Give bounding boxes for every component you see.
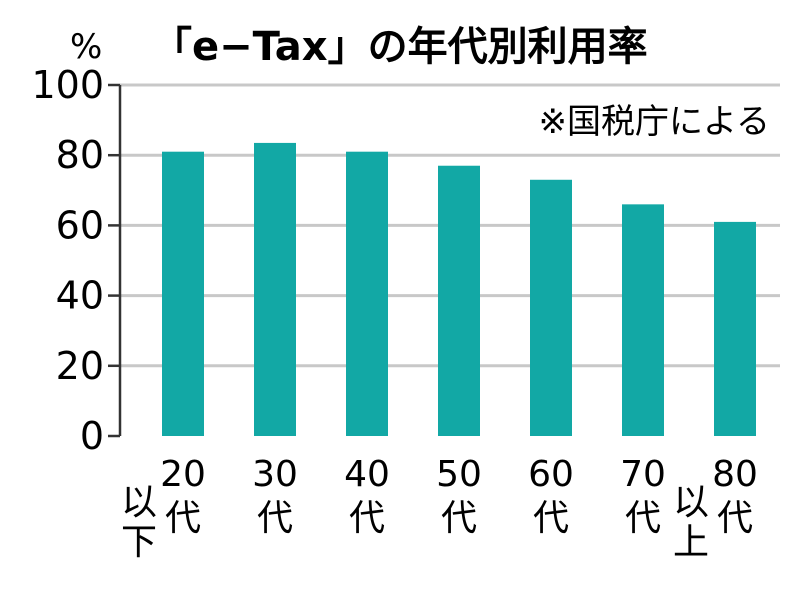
y-axis-unit: %: [70, 27, 102, 67]
x-tick-label: 下: [121, 522, 157, 563]
x-tick-label: 50: [436, 454, 482, 495]
bar: [346, 151, 388, 436]
x-tick-label: 以: [673, 482, 709, 523]
y-tick-label: 100: [31, 63, 104, 107]
x-tick-label: 70: [620, 454, 666, 495]
x-tick-label: 30: [252, 454, 298, 495]
x-tick-label: 40: [344, 454, 390, 495]
x-tick-label: 代: [533, 498, 569, 539]
y-tick-label: 40: [56, 274, 104, 318]
x-tick-label: 代: [625, 498, 661, 539]
x-tick-label: 20: [160, 454, 206, 495]
y-tick-label: 0: [80, 414, 104, 458]
x-tick-label: 上: [673, 522, 709, 563]
bar: [438, 165, 480, 437]
x-tick-label: 代: [165, 498, 201, 539]
bars: [162, 142, 756, 437]
note-background: [470, 95, 780, 145]
bar: [162, 151, 204, 436]
y-tick-label: 60: [56, 203, 104, 247]
x-tick-label: 以: [121, 482, 157, 523]
y-tick-label: 80: [56, 133, 104, 177]
y-tick-label: 20: [56, 344, 104, 388]
bar: [622, 204, 664, 436]
bar: [714, 221, 756, 436]
bar: [254, 142, 296, 437]
bar: [530, 179, 572, 436]
y-tick-labels: 0 20 40 60 80 100: [31, 63, 104, 458]
x-tick-label: 代: [441, 498, 477, 539]
x-tick-label: 代: [257, 498, 293, 539]
chart-title: 「e−Tax」の年代別利用率: [152, 24, 648, 70]
x-tick-label: 代: [717, 498, 753, 539]
source-note: ※国税庁による: [539, 102, 770, 142]
x-tick-label: 60: [528, 454, 574, 495]
y-axis: [108, 83, 122, 438]
x-tick-label: 80: [712, 454, 758, 495]
x-tick-label: 代: [349, 498, 385, 539]
